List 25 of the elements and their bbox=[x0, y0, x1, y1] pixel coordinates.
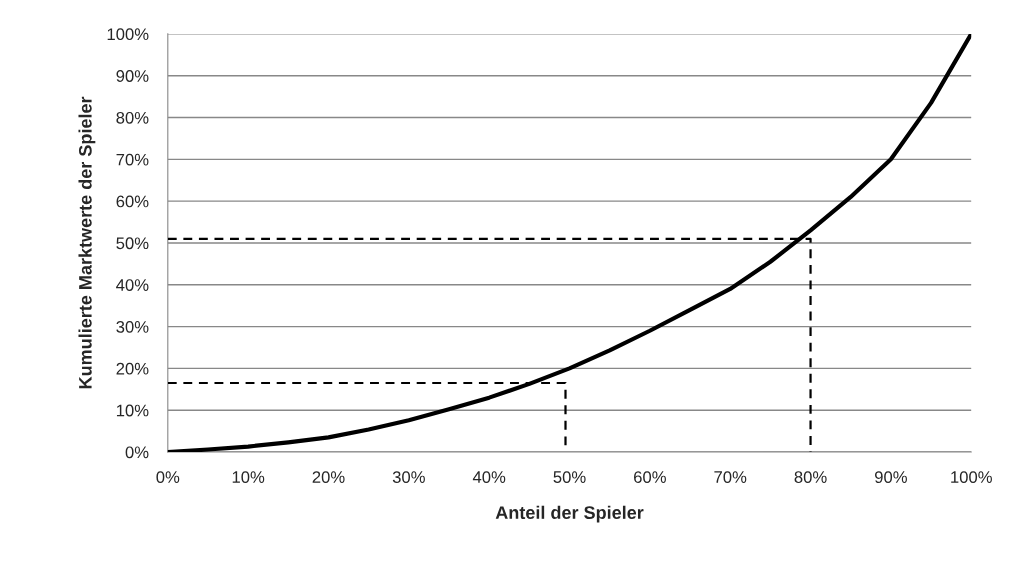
x-tick-label: 30% bbox=[392, 471, 425, 483]
x-tick-label: 10% bbox=[232, 471, 265, 483]
y-tick-label: 70% bbox=[116, 153, 149, 166]
x-tick-label: 40% bbox=[472, 471, 506, 483]
y-tick-label: 50% bbox=[116, 237, 149, 250]
y-tick-label: 20% bbox=[116, 362, 149, 375]
y-tick-label: 100% bbox=[107, 28, 149, 41]
y-tick-label: 80% bbox=[116, 111, 149, 124]
y-axis-title: Kumulierte Marktwerte der Spieler bbox=[78, 96, 96, 389]
y-tick-label: 10% bbox=[116, 404, 149, 417]
y-tick-label: 0% bbox=[125, 446, 149, 459]
x-tick-label: 20% bbox=[312, 471, 345, 483]
line-series bbox=[167, 33, 972, 452]
x-tick-label: 70% bbox=[714, 471, 747, 483]
x-tick-label: 100% bbox=[951, 471, 992, 483]
x-tick-label: 0% bbox=[156, 471, 180, 483]
x-tick-label: 90% bbox=[874, 471, 907, 483]
y-tick-label: 40% bbox=[116, 279, 149, 291]
y-tick-label: 30% bbox=[116, 320, 149, 333]
x-axis-title: Anteil der Spieler bbox=[495, 505, 644, 523]
y-tick-label: 60% bbox=[116, 195, 149, 208]
x-tick-label: 80% bbox=[794, 471, 827, 483]
x-tick-label: 60% bbox=[634, 471, 666, 483]
x-tick-label: 50% bbox=[553, 471, 586, 483]
y-tick-label: 90% bbox=[116, 70, 149, 82]
